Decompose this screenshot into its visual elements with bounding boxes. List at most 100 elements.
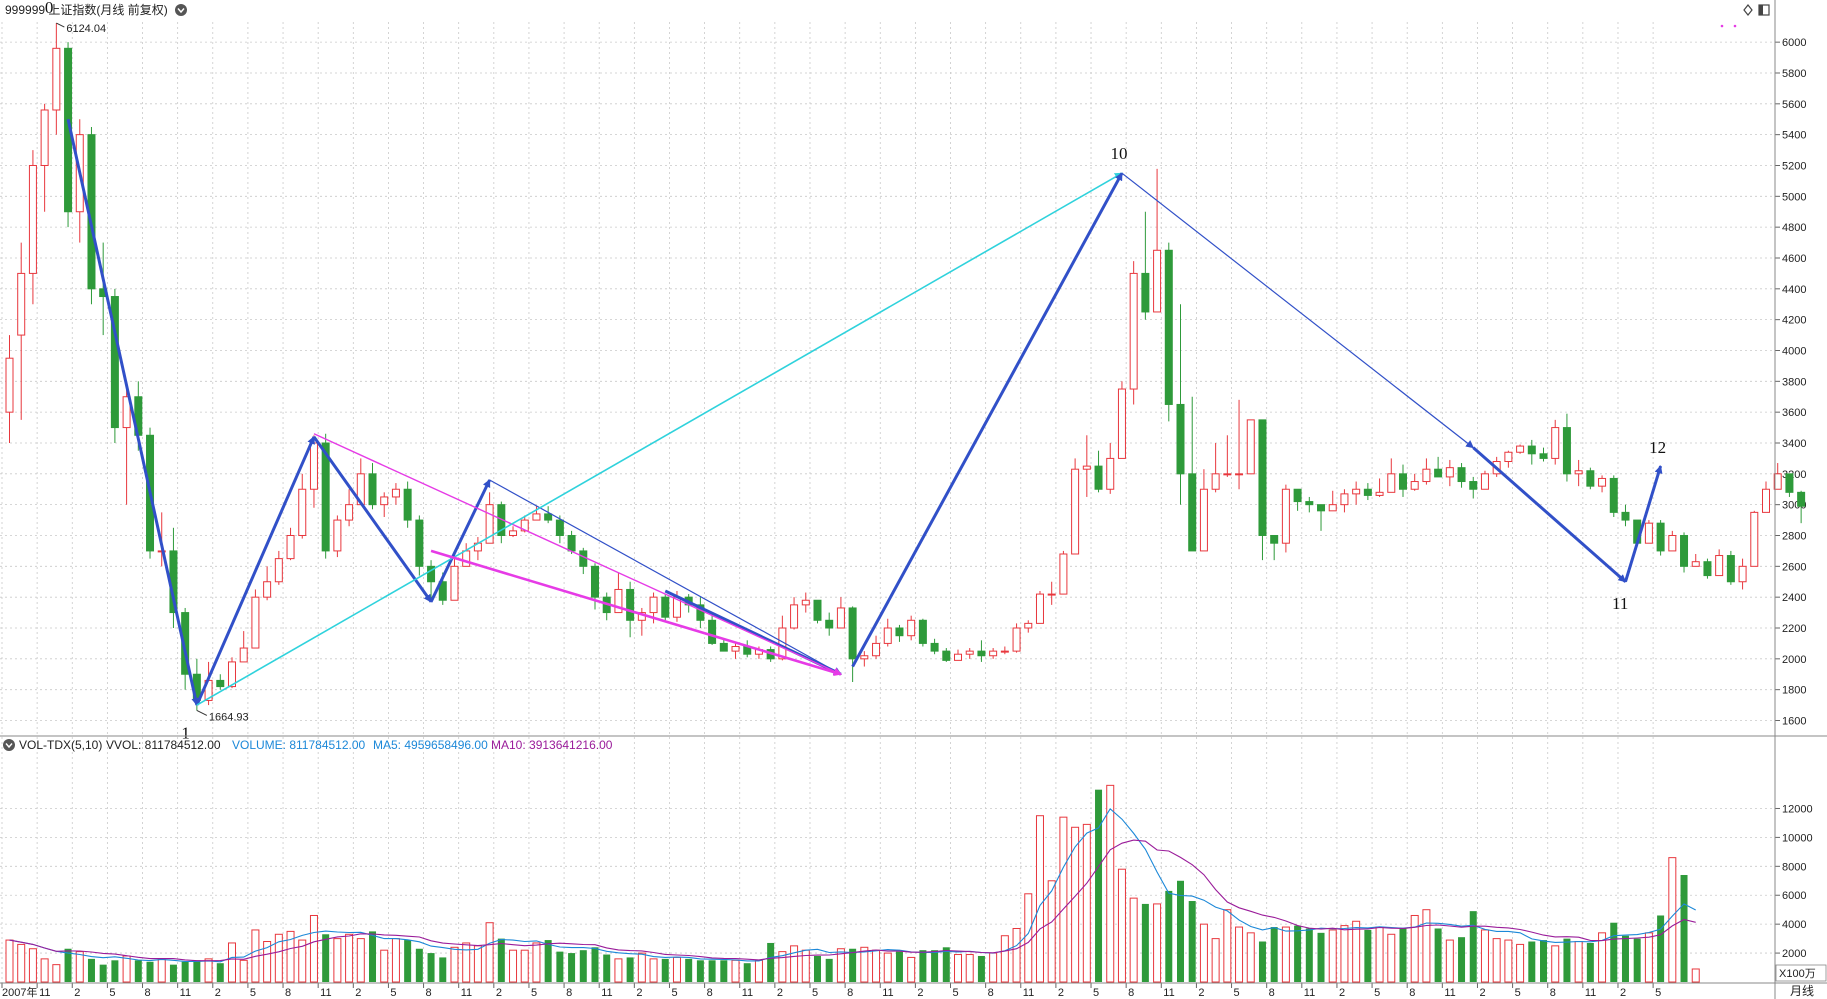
volume-bar[interactable] — [696, 960, 704, 982]
candle[interactable] — [1188, 396, 1197, 552]
candle[interactable] — [274, 550, 283, 585]
volume-bar[interactable] — [99, 964, 107, 982]
candle[interactable] — [1117, 381, 1126, 459]
candle[interactable] — [1750, 510, 1759, 567]
volume-bar[interactable] — [685, 958, 693, 982]
volume-bar[interactable] — [497, 938, 505, 982]
volume-bar[interactable] — [1095, 789, 1103, 982]
candle[interactable] — [509, 526, 518, 538]
candle[interactable] — [883, 618, 892, 647]
volume-bar[interactable] — [1246, 932, 1255, 983]
volume-bar[interactable] — [1199, 923, 1208, 983]
candles[interactable] — [5, 23, 1806, 711]
volume-bar[interactable] — [1469, 911, 1477, 982]
candle[interactable] — [415, 515, 424, 576]
candle[interactable] — [1047, 581, 1056, 605]
volume-bar[interactable] — [1047, 880, 1056, 983]
candle[interactable] — [1469, 476, 1478, 499]
volume-bar[interactable] — [1691, 968, 1700, 983]
volume-bar[interactable] — [1059, 816, 1068, 983]
volume-bar[interactable] — [626, 957, 634, 982]
volume-bar[interactable] — [333, 938, 342, 983]
volume-bar[interactable] — [1177, 880, 1184, 982]
candle[interactable] — [1434, 456, 1443, 478]
volume-bar[interactable] — [965, 954, 974, 983]
volume-bar[interactable] — [1399, 928, 1407, 982]
candle[interactable] — [790, 597, 799, 630]
volume-bar[interactable] — [731, 959, 740, 983]
candle[interactable] — [989, 648, 998, 659]
volume-bar[interactable] — [907, 956, 916, 983]
candle[interactable] — [965, 648, 974, 659]
candle[interactable] — [1726, 550, 1735, 585]
candle[interactable] — [1281, 484, 1290, 553]
volume-bar[interactable] — [404, 940, 412, 982]
candle[interactable] — [427, 560, 436, 601]
volume-bar[interactable] — [28, 948, 37, 983]
candle[interactable] — [1176, 304, 1185, 505]
candle[interactable] — [1621, 504, 1630, 527]
candle[interactable] — [1516, 444, 1525, 454]
volume-bar[interactable] — [825, 958, 833, 982]
volume-bar[interactable] — [544, 940, 552, 982]
volume-bar[interactable] — [1328, 929, 1337, 983]
candle[interactable] — [708, 612, 717, 645]
candle[interactable] — [380, 492, 389, 517]
volume-bar[interactable] — [1504, 939, 1513, 983]
volume-bar[interactable] — [1129, 897, 1138, 983]
volume-bar[interactable] — [322, 934, 330, 982]
candle[interactable] — [1785, 473, 1794, 497]
candle[interactable] — [110, 288, 119, 443]
volume-bar[interactable] — [1434, 928, 1442, 982]
volume-bar[interactable] — [427, 953, 435, 982]
volume-bar[interactable] — [286, 930, 295, 983]
volume-bar[interactable] — [17, 943, 26, 983]
candle[interactable] — [1246, 419, 1255, 475]
volume-bar[interactable] — [1294, 925, 1302, 982]
volume-bar[interactable] — [977, 955, 985, 982]
volume-bar[interactable] — [860, 946, 869, 983]
volume-bar[interactable] — [1492, 938, 1501, 983]
volume-bar[interactable] — [1117, 868, 1126, 983]
candle[interactable] — [860, 651, 869, 667]
volume-bar[interactable] — [485, 922, 494, 983]
candle[interactable] — [1691, 553, 1700, 567]
candle[interactable] — [1539, 447, 1548, 462]
candle[interactable] — [532, 506, 541, 521]
volume-bar[interactable] — [1610, 922, 1618, 982]
candle[interactable] — [1258, 419, 1267, 561]
volume-bar[interactable] — [473, 945, 482, 983]
candle[interactable] — [591, 563, 599, 610]
volume-bar[interactable] — [1153, 903, 1162, 983]
volume-bars[interactable] — [5, 784, 1700, 983]
volume-bar[interactable] — [462, 942, 471, 983]
volume-bar[interactable] — [1106, 784, 1115, 983]
volume-bar[interactable] — [298, 939, 307, 983]
candle[interactable] — [1457, 463, 1466, 488]
candle[interactable] — [848, 606, 857, 683]
candle[interactable] — [1422, 458, 1431, 485]
candle[interactable] — [637, 607, 646, 636]
candle[interactable] — [1164, 242, 1173, 422]
volume-bar[interactable] — [1340, 925, 1349, 983]
candle[interactable] — [954, 649, 963, 661]
volume-bar[interactable] — [309, 914, 318, 983]
volume-bar[interactable] — [1000, 935, 1009, 983]
candle[interactable] — [719, 638, 728, 652]
volume-bar[interactable] — [216, 963, 224, 982]
volume-bar[interactable] — [450, 946, 459, 983]
candle[interactable] — [345, 489, 354, 527]
candle[interactable] — [1141, 211, 1150, 320]
volume-bar[interactable] — [895, 951, 903, 982]
volume-bar[interactable] — [345, 933, 354, 983]
volume-bar[interactable] — [778, 951, 787, 983]
volume-bar[interactable] — [1082, 823, 1091, 983]
candle[interactable] — [1574, 459, 1583, 487]
candle[interactable] — [1129, 261, 1138, 405]
volume-bar[interactable] — [1528, 941, 1536, 982]
candle[interactable] — [298, 473, 307, 539]
volume-bar[interactable] — [1574, 941, 1583, 983]
volume-bar[interactable] — [1270, 927, 1278, 982]
volume-bar[interactable] — [1211, 938, 1220, 983]
candle[interactable] — [1398, 464, 1407, 497]
